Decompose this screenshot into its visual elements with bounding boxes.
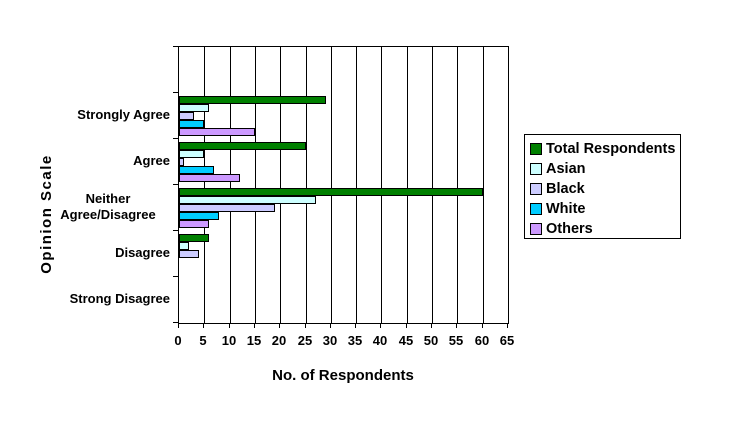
x-axis-tick-25 [305,323,306,328]
legend: Total Respondents Asian Black White Others [524,134,681,239]
legend-label-asian: Asian [546,161,586,177]
bar-total-respondents-disagree [179,234,209,242]
y-axis-tick [173,92,178,93]
y-axis-tick [173,276,178,277]
gridline-40 [381,47,382,323]
x-axis-tick-label-60: 60 [474,333,490,348]
gridline-30 [331,47,332,323]
bar-white-agree [179,166,214,174]
gridline-50 [432,47,433,323]
x-axis-tick-10 [229,323,230,328]
legend-swatch-white [530,203,542,215]
legend-label-total-respondents: Total Respondents [546,141,676,157]
category-label-neither-agree-disagree: Neither Agree/Disagree [60,191,156,222]
x-axis-tick-40 [380,323,381,328]
x-axis-tick-0 [178,323,179,328]
legend-swatch-asian [530,163,542,175]
legend-label-others: Others [546,221,593,237]
x-axis-tick-label-0: 0 [174,333,182,348]
plot-area [178,46,509,324]
x-axis-title: No. of Respondents [272,367,414,384]
x-axis-tick-label-5: 5 [199,333,207,348]
x-axis-tick-label-30: 30 [322,333,338,348]
bar-asian-agree [179,150,204,158]
legend-label-black: Black [546,181,585,197]
bar-black-disagree [179,250,199,258]
x-axis-tick-20 [279,323,280,328]
legend-swatch-total-respondents [530,143,542,155]
category-label-agree: Agree [133,153,170,168]
x-axis-tick-35 [355,323,356,328]
x-axis-tick-label-10: 10 [221,333,237,348]
bar-total-respondents-strongly-agree [179,96,326,104]
y-axis-tick [173,46,178,47]
x-axis-tick-label-50: 50 [423,333,439,348]
gridline-10 [230,47,231,323]
legend-item-white: White [530,199,680,219]
bar-others-neither-agree-disagree [179,220,209,228]
legend-swatch-others [530,223,542,235]
bar-total-respondents-agree [179,142,306,150]
x-axis-tick-5 [203,323,204,328]
x-axis-tick-60 [482,323,483,328]
x-axis-tick-label-20: 20 [271,333,287,348]
x-axis-tick-label-45: 45 [398,333,414,348]
gridline-45 [407,47,408,323]
legend-item-others: Others [530,219,680,239]
bar-white-neither-agree-disagree [179,212,219,220]
gridline-35 [356,47,357,323]
gridline-25 [306,47,307,323]
bar-black-neither-agree-disagree [179,204,275,212]
bar-others-strongly-agree [179,128,255,136]
x-axis-tick-label-55: 55 [448,333,464,348]
x-axis-tick-50 [431,323,432,328]
bar-black-strongly-agree [179,112,194,120]
gridline-55 [457,47,458,323]
gridline-15 [255,47,256,323]
x-axis-tick-45 [406,323,407,328]
x-axis-tick-label-15: 15 [246,333,262,348]
x-axis-tick-label-65: 65 [499,333,515,348]
x-axis-tick-label-25: 25 [297,333,313,348]
x-axis-tick-65 [507,323,508,328]
category-label-strongly-agree: Strongly Agree [77,107,170,122]
bar-others-agree [179,174,240,182]
legend-swatch-black [530,183,542,195]
bar-asian-neither-agree-disagree [179,196,316,204]
bar-asian-disagree [179,242,189,250]
gridline-20 [280,47,281,323]
gridline-60 [483,47,484,323]
legend-item-asian: Asian [530,159,680,179]
legend-label-white: White [546,201,586,217]
x-axis-tick-label-40: 40 [372,333,388,348]
gridline-65 [508,47,509,323]
x-axis-tick-30 [330,323,331,328]
bar-asian-strongly-agree [179,104,209,112]
legend-item-black: Black [530,179,680,199]
x-axis-tick-label-35: 35 [347,333,363,348]
x-axis-tick-15 [254,323,255,328]
legend-item-total-respondents: Total Respondents [530,139,680,159]
bar-black-agree [179,158,184,166]
y-axis-tick [173,230,178,231]
y-axis-tick [173,322,178,323]
bar-white-strongly-agree [179,120,204,128]
bar-total-respondents-neither-agree-disagree [179,188,483,196]
y-axis-tick [173,184,178,185]
category-label-disagree: Disagree [115,245,170,260]
x-axis-tick-55 [456,323,457,328]
category-label-strong-disagree: Strong Disagree [69,291,170,306]
y-axis-tick [173,138,178,139]
gridline-5 [204,47,205,323]
